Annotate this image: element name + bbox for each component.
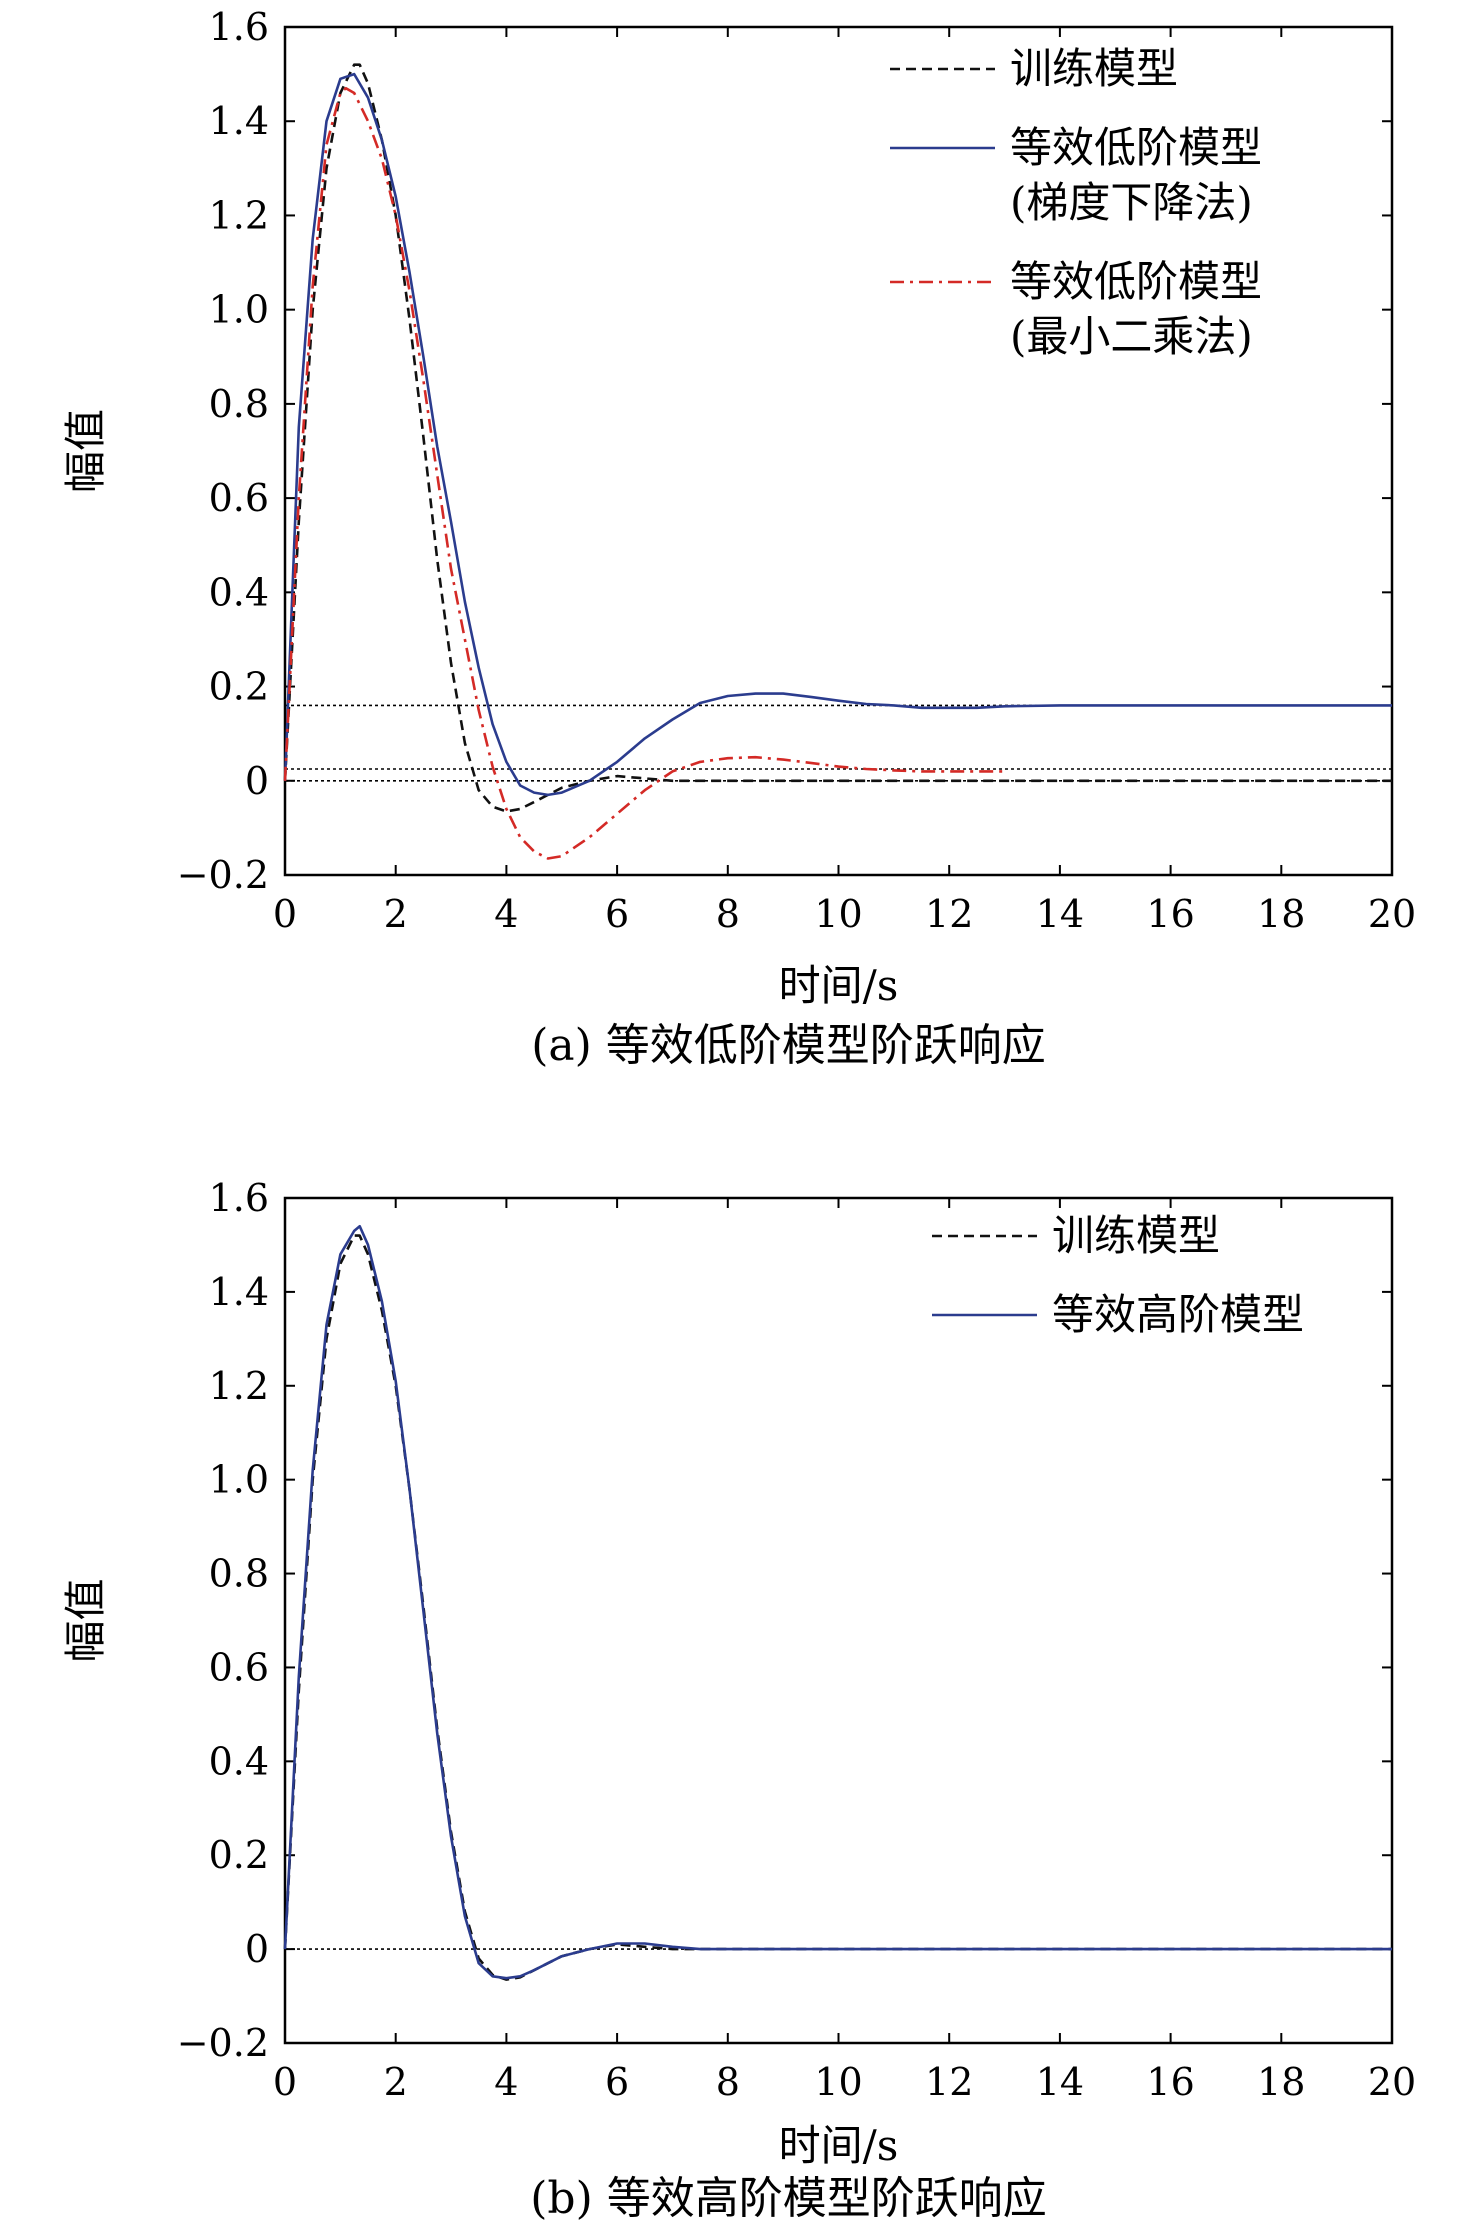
x-axis-label-b: 时间/s — [779, 2121, 899, 2170]
chart-panel-a: 0 2 4 6 8 10 12 14 16 18 20−0.200.20.40.60.81.01.2… — [61, 5, 1416, 1071]
y-tick-label-a-4: 0.6 — [209, 476, 269, 520]
y-tick-label-b-5: 0.8 — [209, 1552, 269, 1596]
caption-b: (b) 等效高阶模型阶跃响应 — [530, 2173, 1046, 2224]
y-tick-label-b-7: 1.2 — [209, 1364, 269, 1408]
series-line-a-1 — [283, 72, 1392, 797]
x-tick-label-b-5: 10 — [814, 2060, 862, 2104]
y-tick-label-b-3: 0.4 — [209, 1739, 269, 1783]
x-tick-label-a-10: 20 — [1368, 892, 1416, 936]
x-tick-label-b-1: 2 — [384, 2060, 408, 2104]
x-tick-label-b-6: 12 — [925, 2060, 973, 2104]
y-tick-label-b-0: −0.2 — [177, 2021, 269, 2065]
y-tick-label-a-7: 1.2 — [209, 193, 269, 237]
x-tick-label-a-1: 2 — [384, 892, 408, 936]
y-tick-label-b-2: 0.2 — [209, 1833, 269, 1877]
y-tick-label-a-0: −0.2 — [177, 853, 269, 897]
y-tick-label-a-8: 1.4 — [209, 99, 269, 143]
x-tick-label-b-4: 8 — [716, 2060, 740, 2104]
y-axis-label-b: 幅值 — [61, 1578, 110, 1662]
y-tick-label-a-2: 0.2 — [209, 665, 269, 709]
y-tick-label-b-4: 0.6 — [209, 1645, 269, 1689]
x-tick-label-a-9: 18 — [1257, 892, 1305, 936]
y-axis-label-a: 幅值 — [61, 409, 110, 493]
y-tick-label-b-9: 1.6 — [209, 1176, 269, 1220]
y-tick-label-a-6: 1.0 — [209, 288, 269, 332]
legend-label-a-2-0: 等效低阶模型 — [1010, 257, 1262, 306]
x-tick-label-a-7: 14 — [1036, 892, 1084, 936]
x-tick-label-a-5: 10 — [814, 892, 862, 936]
x-tick-label-b-3: 6 — [605, 2060, 629, 2104]
series-line-b-1 — [283, 1224, 1392, 1980]
x-tick-label-a-0: 0 — [273, 892, 297, 936]
y-tick-label-b-8: 1.4 — [209, 1270, 269, 1314]
legend-label-b-0: 训练模型 — [1052, 1211, 1220, 1260]
y-tick-label-a-1: 0 — [245, 759, 269, 803]
chart-panel-b: 0 2 4 6 8 10 12 14 16 18 20−0.200.20.40.60.81.01.2… — [61, 1176, 1416, 2224]
y-tick-label-a-5: 0.8 — [209, 382, 269, 426]
x-tick-label-a-6: 12 — [925, 892, 973, 936]
x-tick-label-b-2: 4 — [494, 2060, 518, 2104]
x-tick-label-b-7: 14 — [1036, 2060, 1084, 2104]
legend-label-b-1: 等效高阶模型 — [1052, 1290, 1304, 1339]
legend-label-a-1-0: 等效低阶模型 — [1010, 123, 1262, 172]
series-line-b-0 — [283, 1234, 1392, 1981]
y-tick-label-b-1: 0 — [245, 1927, 269, 1971]
legend-label-a-0: 训练模型 — [1010, 44, 1178, 93]
x-tick-label-a-8: 16 — [1146, 892, 1194, 936]
x-tick-label-a-3: 6 — [605, 892, 629, 936]
x-tick-label-b-8: 16 — [1146, 2060, 1194, 2104]
series-line-a-0 — [283, 63, 1392, 813]
x-tick-label-a-2: 4 — [494, 892, 518, 936]
x-axis-label-a: 时间/s — [779, 961, 899, 1010]
x-tick-label-b-10: 20 — [1368, 2060, 1416, 2104]
y-tick-label-a-9: 1.6 — [209, 5, 269, 49]
legend-label-a-1-1: (梯度下降法) — [1010, 178, 1253, 227]
x-tick-label-b-9: 18 — [1257, 2060, 1305, 2104]
series-line-a-2 — [283, 86, 1005, 860]
y-tick-label-b-6: 1.0 — [209, 1458, 269, 1502]
x-tick-label-b-0: 0 — [273, 2060, 297, 2104]
y-tick-label-a-3: 0.4 — [209, 570, 269, 614]
caption-a: (a) 等效低阶模型阶跃响应 — [531, 1020, 1046, 1071]
x-tick-label-a-4: 8 — [716, 892, 740, 936]
legend-label-a-2-1: (最小二乘法) — [1010, 312, 1253, 361]
